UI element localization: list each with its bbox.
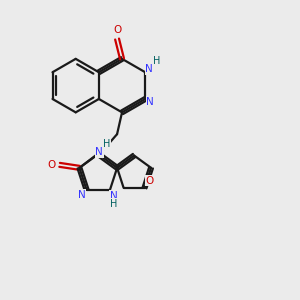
Text: N: N [145, 64, 153, 74]
Text: N: N [95, 147, 103, 157]
Text: O: O [146, 176, 154, 186]
Text: N: N [110, 191, 118, 201]
Text: N: N [78, 190, 86, 200]
Text: O: O [113, 25, 121, 35]
Text: O: O [48, 160, 56, 170]
Text: H: H [103, 139, 111, 149]
Text: H: H [153, 56, 161, 66]
Text: N: N [146, 97, 154, 107]
Text: H: H [110, 199, 118, 209]
